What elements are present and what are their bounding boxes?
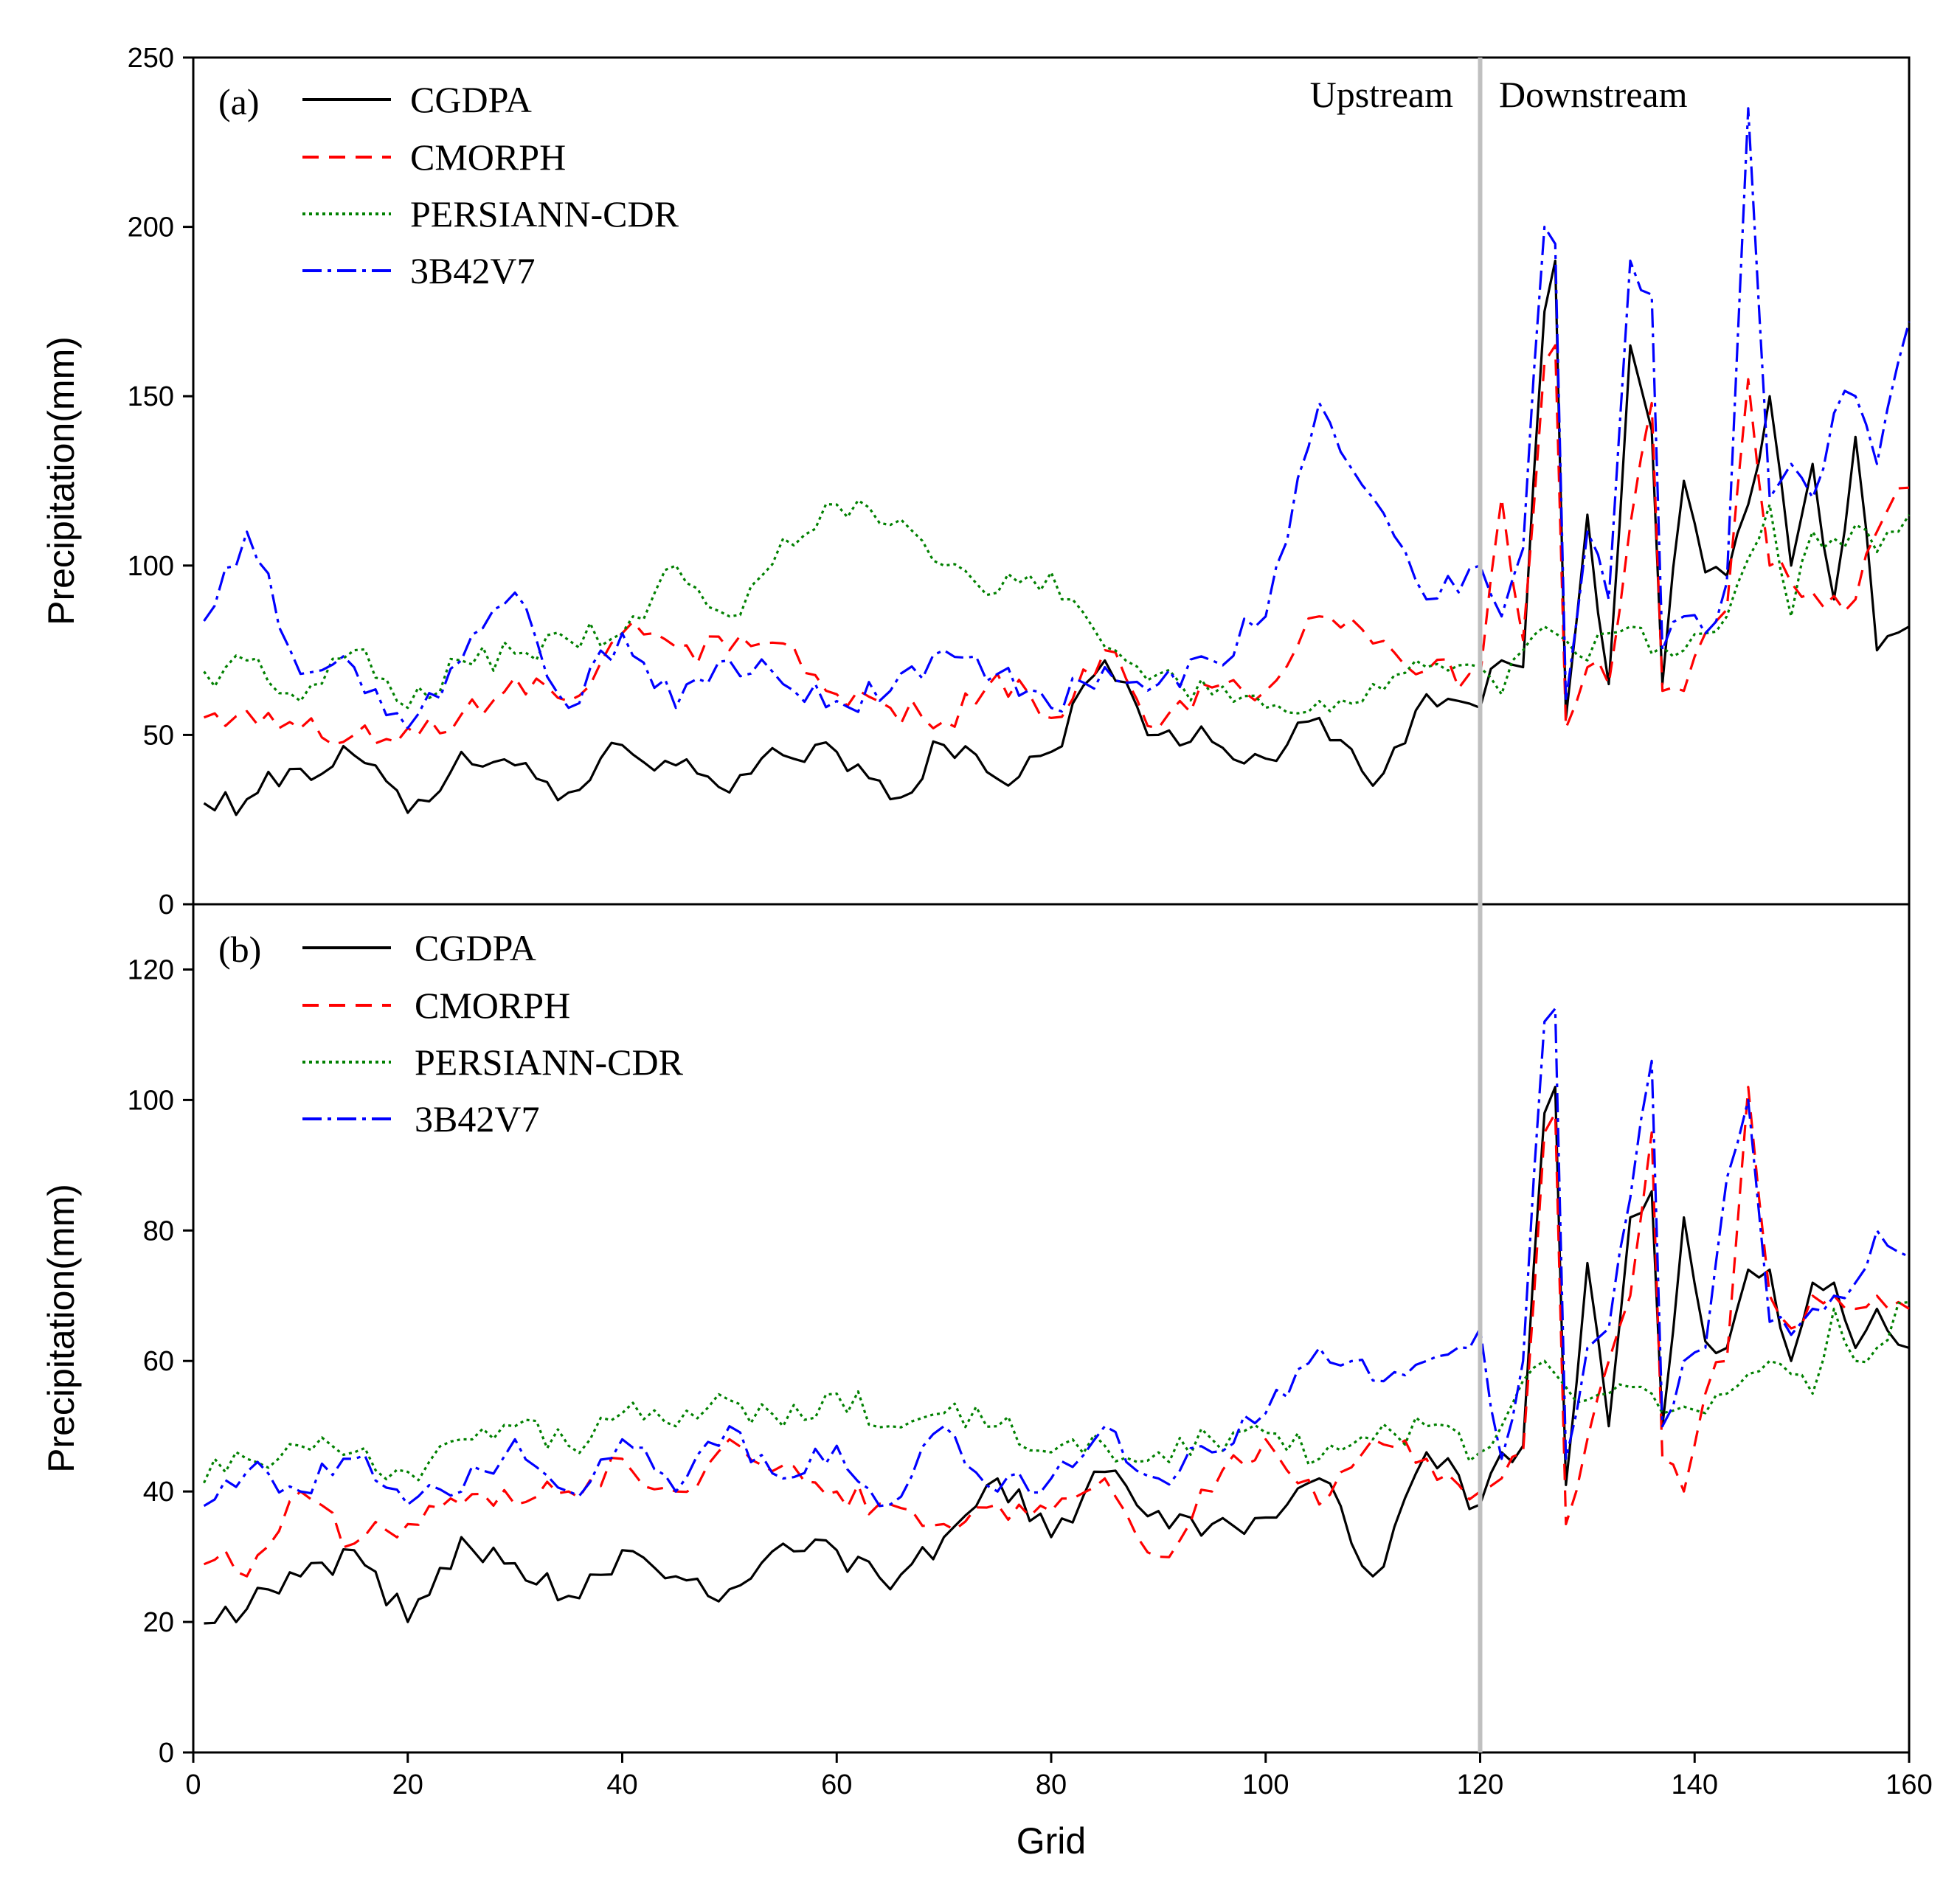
x-tick-label-20: 20 bbox=[392, 1769, 423, 1800]
panel-a-legend: CGDPA CMORPH PERSIANN-CDR 3B42V7 bbox=[302, 79, 679, 291]
x-tick-label-100: 100 bbox=[1242, 1769, 1289, 1800]
y-tick-label-b-100: 100 bbox=[128, 1085, 174, 1116]
x-tick-label-60: 60 bbox=[821, 1769, 852, 1800]
y-tick-label-a-50: 50 bbox=[143, 720, 174, 751]
series-line-b-cmorph bbox=[203, 1086, 1910, 1578]
x-axis-ticks: 0 20 40 60 80 100 120 140 160 bbox=[185, 1752, 1933, 1800]
downstream-label: Downstream bbox=[1499, 74, 1688, 115]
panel-b-label: (b) bbox=[218, 929, 261, 970]
series-line-b-persiann-cdr bbox=[203, 1301, 1910, 1484]
series-line-a-cgdpa bbox=[203, 259, 1910, 816]
panel-b-series bbox=[203, 1007, 1910, 1625]
legend-a-persiann-label: PERSIANN-CDR bbox=[410, 193, 679, 235]
panel-a-frame bbox=[192, 56, 1911, 906]
y-tick-label-a-0: 0 bbox=[159, 890, 174, 920]
legend-b-3b42v7-label: 3B42V7 bbox=[415, 1098, 539, 1140]
y-tick-label-b-20: 20 bbox=[143, 1607, 174, 1638]
series-line-a-persiann-cdr bbox=[203, 499, 1911, 715]
panel-a-y-ticks: 0 50 100 150 200 250 bbox=[128, 43, 193, 920]
upstream-label: Upstream bbox=[1310, 74, 1453, 115]
legend-a-cmorph-label: CMORPH bbox=[410, 136, 566, 178]
x-tick-label-120: 120 bbox=[1457, 1769, 1503, 1800]
y-tick-label-b-0: 0 bbox=[159, 1738, 174, 1769]
series-line-a-3b42v7 bbox=[203, 107, 1911, 729]
x-axis-title: Grid bbox=[1017, 1820, 1086, 1862]
y-tick-label-b-60: 60 bbox=[143, 1346, 174, 1377]
series-line-b-cgdpa bbox=[204, 1086, 1910, 1625]
series-line-a-cmorph bbox=[203, 344, 1910, 746]
panel-a-series bbox=[203, 107, 1911, 816]
legend-b-cmorph-label: CMORPH bbox=[415, 985, 570, 1026]
y-tick-label-a-100: 100 bbox=[128, 551, 174, 582]
y-tick-label-a-150: 150 bbox=[128, 381, 174, 412]
x-tick-label-80: 80 bbox=[1036, 1769, 1067, 1800]
legend-a-cgdpa-label: CGDPA bbox=[410, 79, 532, 120]
panel-a-y-axis-title: Precipitation(mm) bbox=[41, 336, 82, 625]
y-tick-label-b-40: 40 bbox=[143, 1477, 174, 1508]
x-tick-label-40: 40 bbox=[606, 1769, 637, 1800]
x-tick-label-160: 160 bbox=[1885, 1769, 1932, 1800]
legend-a-3b42v7-label: 3B42V7 bbox=[410, 250, 535, 291]
x-tick-label-0: 0 bbox=[185, 1769, 201, 1800]
panel-b-frame bbox=[192, 903, 1911, 1754]
y-tick-label-a-250: 250 bbox=[128, 43, 174, 74]
panel-b-y-axis-title: Precipitation(mm) bbox=[41, 1184, 82, 1473]
legend-b-cgdpa-label: CGDPA bbox=[415, 927, 536, 968]
y-tick-label-a-200: 200 bbox=[128, 212, 174, 243]
series-line-b-3b42v7 bbox=[203, 1007, 1910, 1508]
panel-a-label: (a) bbox=[218, 81, 260, 122]
panel-b-legend: CGDPA CMORPH PERSIANN-CDR 3B42V7 bbox=[302, 927, 684, 1140]
x-tick-label-140: 140 bbox=[1672, 1769, 1718, 1800]
legend-b-persiann-label: PERSIANN-CDR bbox=[415, 1041, 684, 1083]
y-tick-label-b-80: 80 bbox=[143, 1216, 174, 1246]
panel-b-y-ticks: 0 20 40 60 80 100 120 bbox=[128, 954, 193, 1769]
y-tick-label-b-120: 120 bbox=[128, 954, 174, 985]
